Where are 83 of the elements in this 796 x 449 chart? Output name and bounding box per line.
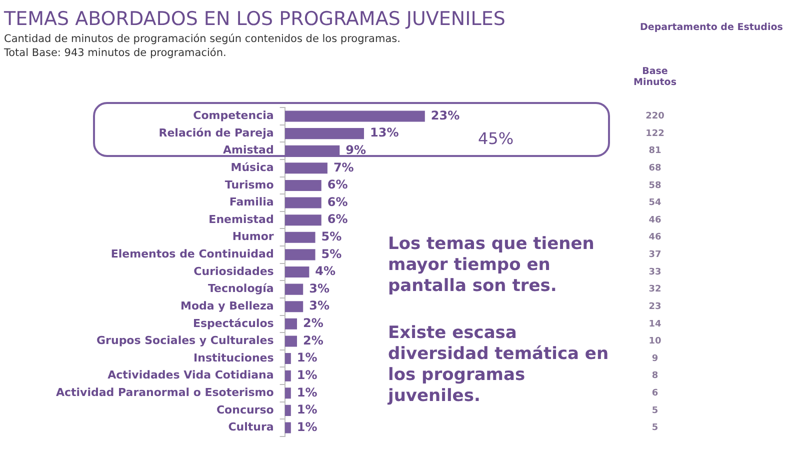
- data-label: 1%: [296, 368, 318, 382]
- y-tick-label: Música: [230, 161, 274, 174]
- data-label: 13%: [370, 126, 399, 140]
- y-tick-label: Competencia: [193, 109, 274, 122]
- text: 46: [648, 232, 662, 243]
- text: 122: [646, 128, 664, 139]
- bar: [284, 301, 304, 312]
- y-tick-label: Turismo: [224, 178, 274, 192]
- text: 81: [648, 146, 662, 156]
- text: 33: [648, 267, 662, 278]
- y-tick-label: Actividades Vida Cotidiana: [108, 368, 274, 382]
- text: 6: [652, 388, 658, 398]
- text: 58: [648, 180, 662, 191]
- data-label: 2%: [303, 333, 324, 348]
- annotation: Existe escasa diversidad temática en los programas juveniles.: [388, 323, 610, 407]
- data-label: 1%: [296, 385, 318, 400]
- bar: [284, 110, 425, 122]
- bar: [284, 249, 316, 260]
- text: 45%: [478, 128, 514, 148]
- text: 68: [648, 164, 662, 174]
- y-tick-label: Humor: [232, 230, 274, 244]
- y-tick-label: Curiosidades: [194, 264, 274, 278]
- y-tick-label: Amistad: [222, 144, 274, 157]
- y-tick-label: Relación de Pareja: [158, 126, 274, 140]
- bar: [284, 284, 304, 295]
- y-tick-label: Actividad Paranormal o Esoterismo: [56, 386, 274, 399]
- data-label: 5%: [321, 246, 342, 261]
- text: 37: [648, 250, 662, 260]
- y-tick-label: Concurso: [216, 403, 274, 416]
- y-tick-label: Tecnología: [208, 282, 274, 296]
- text: 32: [648, 284, 662, 295]
- text: 46: [648, 215, 662, 226]
- data-label: 4%: [315, 264, 336, 278]
- chart-title: TEMAS ABORDADOS EN LOS PROGRAMAS JUVENILES: [4, 8, 506, 30]
- y-tick-label: Espectáculos: [192, 316, 274, 330]
- data-label: 6%: [327, 212, 348, 226]
- text: 5: [652, 423, 658, 434]
- chart-subtitle: Cantidad de minutos de programación según contenidos de los programas.: [4, 32, 400, 46]
- text: 54: [648, 198, 662, 208]
- y-tick-label: Cultura: [228, 420, 274, 434]
- y-tick-label: Familia: [229, 196, 274, 209]
- y-tick-label: Instituciones: [194, 351, 274, 364]
- data-label: 1%: [296, 350, 318, 365]
- bar: [284, 422, 291, 434]
- bar: [284, 388, 291, 399]
- bar: [284, 266, 310, 278]
- data-label: 1%: [296, 420, 318, 434]
- bar: [284, 353, 291, 364]
- data-label: 5%: [321, 230, 342, 244]
- text: Base Minutos: [632, 66, 678, 88]
- text: 8: [652, 371, 658, 382]
- data-label: 7%: [333, 160, 354, 174]
- bar: [284, 214, 322, 226]
- data-label: 3%: [309, 281, 330, 296]
- bar: [284, 232, 316, 243]
- text: 5: [652, 406, 658, 416]
- bar: [284, 128, 364, 140]
- text: 9: [652, 354, 658, 364]
- text: Total Base: 943 minutos de programación.: [4, 46, 228, 60]
- text: 14: [648, 319, 662, 330]
- data-label: 3%: [309, 298, 330, 313]
- data-label: 9%: [346, 142, 366, 157]
- y-tick-label: Elementos de Continuidad: [110, 248, 274, 261]
- text: Departamento de Estudios: [640, 22, 783, 33]
- data-label: 6%: [327, 194, 348, 209]
- data-label: 6%: [327, 178, 348, 192]
- text: 10: [648, 336, 662, 347]
- bar: [284, 370, 291, 382]
- text: 23: [648, 302, 662, 312]
- bar: [284, 336, 298, 347]
- bar: [284, 180, 322, 191]
- bar: [284, 162, 328, 174]
- annotation: Los temas que tienen mayor tiempo en pantalla son tres.: [388, 234, 596, 297]
- bar: [284, 197, 322, 208]
- data-label: 23%: [430, 108, 460, 122]
- bar: [284, 318, 298, 330]
- bar: [284, 404, 291, 416]
- y-tick-label: Enemistad: [208, 212, 274, 226]
- data-label: 2%: [303, 316, 324, 330]
- y-tick-label: Grupos Sociales y Culturales: [96, 334, 274, 348]
- data-label: 1%: [296, 402, 318, 417]
- y-tick-label: Moda y Belleza: [180, 299, 274, 312]
- text: 220: [646, 112, 664, 122]
